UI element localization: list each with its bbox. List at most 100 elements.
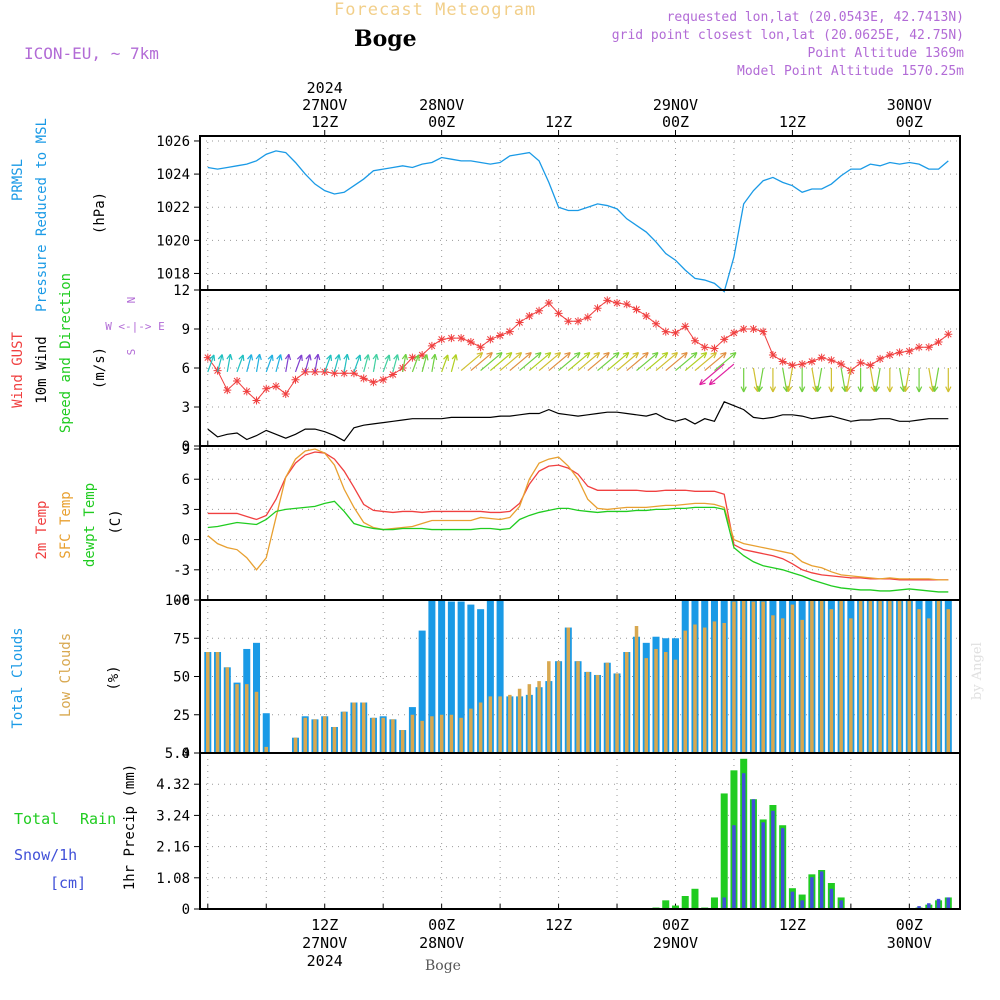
low-cloud-bar — [790, 604, 795, 753]
total-cloud-bar — [447, 601, 455, 753]
y-tick-label: 0 — [182, 746, 190, 762]
wind-direction-arrow — [616, 352, 639, 372]
wind-direction-arrowhead — [255, 353, 262, 361]
low-cloud-bar — [615, 673, 619, 753]
low-cloud-bar — [488, 696, 493, 753]
station-label: Boge — [425, 958, 461, 974]
low-cloud-bar — [332, 726, 337, 753]
precip-total-label: Total — [14, 810, 59, 828]
snow-bar — [927, 903, 931, 909]
wind-gust-marker — [408, 353, 417, 362]
low-cloud-bar — [371, 717, 376, 753]
wind-gust-marker — [729, 328, 738, 337]
bottom-date-label: 30NOV — [887, 934, 932, 952]
wind-direction-arrow — [904, 367, 910, 392]
wind-gust-marker — [447, 334, 456, 343]
wind-gust-marker — [476, 343, 485, 352]
total-cloud-bar — [467, 604, 475, 753]
wind-direction-arrowhead — [844, 385, 851, 392]
wind-direction-arrow — [275, 354, 282, 373]
wind-direction-arrowhead — [393, 354, 400, 361]
wind-gust-marker — [866, 361, 875, 370]
wind-gust-marker — [418, 351, 427, 359]
wind-gust-marker — [496, 331, 505, 340]
low-cloud-bar — [517, 688, 522, 753]
wind-direction-arrow — [665, 352, 688, 372]
wind-direction-arrowhead — [451, 354, 458, 361]
wind-direction-arrow — [489, 352, 513, 372]
low-cloud-bar — [547, 661, 551, 753]
pressure-line — [207, 150, 949, 293]
wind-gust-marker — [564, 317, 573, 326]
wind-direction-arrow — [704, 352, 727, 372]
wind-direction-arrowhead — [873, 385, 880, 392]
wind-direction-arrow — [265, 354, 273, 373]
wind-direction-arrowhead — [217, 354, 224, 361]
wind-direction-arrowhead — [476, 352, 484, 359]
wind-direction-arrow — [246, 354, 253, 373]
low-cloud-bar — [225, 667, 230, 753]
wind-direction-arrow — [655, 352, 678, 372]
wind-gust-marker — [690, 336, 699, 345]
y-tick-label: 3 — [182, 502, 190, 518]
wind-gust-marker — [233, 377, 242, 385]
top-time-label: 00Z — [428, 113, 455, 131]
low-cloud-bar — [780, 618, 785, 753]
low-cloud-bar — [576, 661, 580, 753]
wind-direction-arrow — [528, 352, 552, 372]
low-cloud-bar — [839, 600, 843, 753]
compass-north: N — [125, 297, 138, 304]
wind-gust-marker — [349, 369, 358, 378]
low-cloud-bar — [693, 624, 697, 753]
bottom-date-label: 27NOV — [302, 934, 347, 952]
wind-gust-marker — [486, 335, 495, 344]
wind-direction-arrow — [304, 354, 311, 373]
wind-direction-arrow — [675, 352, 698, 372]
low-cloud-bar — [430, 716, 434, 753]
wind-gust-marker — [720, 335, 729, 344]
low-cloud-bar — [381, 717, 385, 753]
low-cloud-bar — [751, 601, 756, 753]
wind-gust-marker — [934, 338, 943, 346]
wind-direction-arrowhead — [209, 354, 216, 362]
top-year-label: 2024 — [307, 79, 343, 97]
wind-direction-arrowhead — [326, 354, 333, 362]
bottom-time-label: 12Z — [779, 916, 806, 934]
bottom-date-label: 28NOV — [419, 934, 464, 952]
wind-direction-arrow — [441, 354, 449, 373]
y-tick-label: 0 — [182, 902, 190, 918]
wind-direction-arrow — [898, 367, 905, 392]
precip-axis-label: 1hr Precip (mm) — [122, 764, 138, 890]
wind-direction-arrowhead — [384, 354, 391, 362]
low-cloud-bar — [586, 671, 590, 753]
wind-direction-arrowhead — [413, 354, 420, 362]
wind-gust-marker — [768, 351, 777, 359]
wind-direction-arrow — [875, 367, 881, 392]
wind-direction-arrow — [811, 367, 817, 392]
wind-direction-arrow — [577, 352, 600, 372]
low-cloud-bar — [410, 714, 415, 753]
total-cloud-bar — [418, 630, 426, 753]
wind-direction-arrowhead — [422, 354, 429, 361]
wind-direction-arrow — [752, 367, 759, 392]
wind-direction-arrowhead — [496, 352, 503, 359]
wind-gust-marker — [340, 369, 349, 378]
precip-rain-label: Rain — [80, 810, 116, 828]
wind-direction-arrow — [709, 363, 735, 386]
wind-direction-arrowhead — [593, 352, 601, 359]
wind-gust-marker — [223, 386, 232, 395]
total-cloud-bar — [477, 609, 485, 753]
low-cloud-bar — [761, 601, 765, 753]
wind-speed-dir-label: Speed and Direction — [58, 273, 74, 433]
low-cloud-bar — [673, 659, 678, 753]
wind-direction-arrowhead — [296, 354, 303, 362]
wind-direction-arrowhead — [828, 386, 835, 393]
wind-direction-arrow — [402, 354, 407, 373]
wind-gust-marker — [437, 335, 446, 344]
panel-frame-pressure — [199, 135, 961, 291]
top-date-label: 30NOV — [887, 96, 932, 114]
wind-direction-arrowhead — [603, 352, 610, 359]
wind-gust-marker — [700, 343, 709, 352]
wind-direction-arrow — [421, 354, 428, 373]
temp-2m-label: 2m Temp — [34, 500, 50, 559]
